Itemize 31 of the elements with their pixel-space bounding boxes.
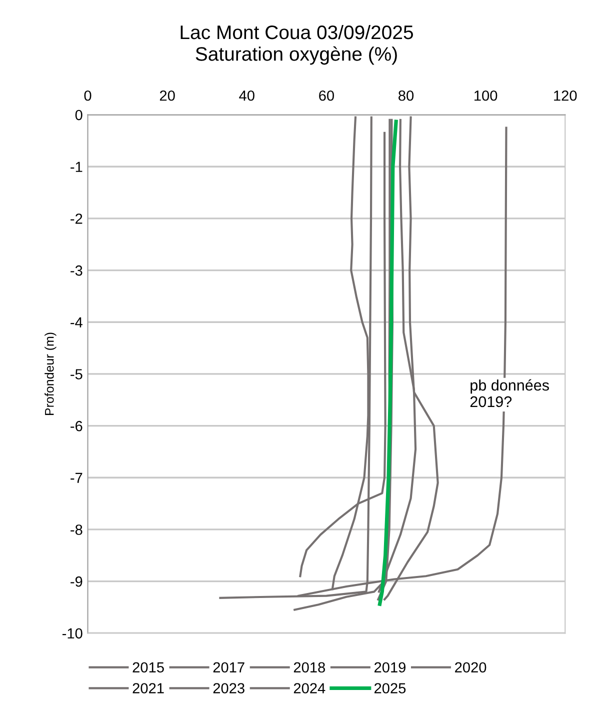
- x-tick-label: 40: [239, 90, 254, 101]
- legend-label: 2021: [132, 683, 164, 694]
- chart-title: Lac Mont Coua 03/09/2025: [180, 24, 413, 40]
- y-tick-label: -2: [70, 214, 82, 224]
- legend-label: 2018: [294, 662, 325, 673]
- legend-label: 2023: [213, 683, 244, 694]
- legend-label: 2025: [374, 683, 406, 694]
- y-tick-label: -9: [70, 576, 82, 587]
- y-tick-label: -7: [70, 472, 82, 483]
- y-tick-label: -10: [62, 628, 82, 639]
- x-tick-label: 80: [398, 90, 414, 101]
- x-tick-label: 0: [84, 90, 92, 101]
- y-tick-label: -4: [70, 317, 82, 328]
- y-tick-label: -5: [70, 369, 82, 380]
- x-tick-label: 120: [554, 90, 577, 101]
- y-tick-label: -6: [70, 420, 82, 432]
- legend-label: 2017: [213, 662, 244, 673]
- x-tick-label: 20: [160, 90, 175, 101]
- legend-label: 2020: [455, 662, 486, 673]
- y-tick-label: 0: [75, 110, 82, 120]
- annotation: pb données 2019?: [470, 379, 549, 408]
- y-tick-label: -3: [70, 265, 82, 276]
- legend-label: 2024: [294, 683, 326, 694]
- chart-subtitle: Saturation oxygène (%): [196, 46, 397, 65]
- y-tick-label: -1: [70, 162, 82, 172]
- y-axis-title: Profondeur (m): [44, 332, 56, 415]
- x-tick-label: 100: [474, 90, 498, 101]
- y-tick-label: -8: [70, 524, 82, 535]
- x-tick-label: 60: [319, 90, 334, 101]
- legend-label: 2019: [374, 662, 406, 673]
- legend-label: 2015: [132, 662, 164, 673]
